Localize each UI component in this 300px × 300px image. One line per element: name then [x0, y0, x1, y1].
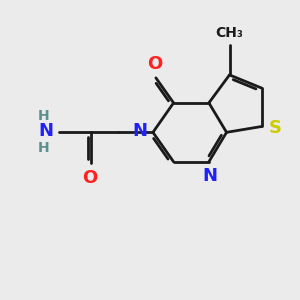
Text: H: H — [38, 141, 49, 154]
Text: N: N — [133, 122, 148, 140]
Text: O: O — [82, 169, 97, 187]
Text: S: S — [268, 119, 281, 137]
Text: N: N — [203, 167, 218, 185]
Text: N: N — [38, 122, 53, 140]
Text: O: O — [147, 55, 162, 73]
Text: CH₃: CH₃ — [216, 26, 243, 40]
Text: H: H — [38, 109, 49, 123]
